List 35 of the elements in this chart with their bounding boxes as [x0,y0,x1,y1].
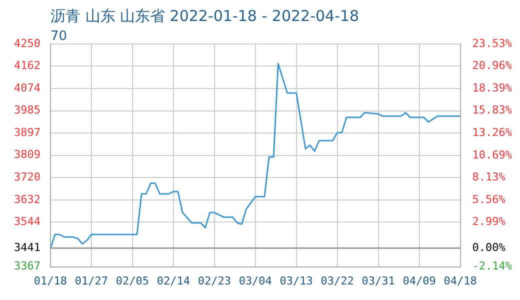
y2-tick-label: 15.83% [472,104,512,117]
x-tick-label: 03/31 [362,274,395,288]
y-tick-label: 4250 [14,36,40,50]
y2-tick-label: 23.53% [472,36,512,50]
x-tick-label: 02/14 [156,274,190,288]
y-tick-label: 3632 [14,192,40,206]
y2-tick-label: -2.14% [472,260,512,273]
y2-tick-label: 18.39% [472,81,512,94]
chart-title: 沥青 山东 山东省 2022-01-18 - 2022-04-18 [50,7,360,25]
y-tick-label: 3544 [14,215,41,228]
y-tick-label: 3809 [14,148,40,162]
x-tick-label: 01/27 [74,274,108,288]
y2-tick-label: 5.56% [472,192,506,206]
y2-tick-label: 0.00% [472,241,506,254]
y2-tick-label: 13.26% [472,126,512,139]
y2-tick-label: 10.69% [472,148,512,162]
y-tick-label: 3367 [14,260,40,273]
x-tick-label: 02/23 [198,274,231,288]
x-tick-label: 04/09 [402,274,436,288]
y-tick-label: 3441 [14,240,40,254]
chart-subtitle: 70 [50,29,68,44]
y2-tick-label: 8.13% [472,170,506,184]
y-tick-label: 4074 [14,81,41,94]
y-tick-label: 3985 [14,104,40,117]
x-tick-label: 03/13 [280,274,313,288]
x-tick-label: 04/18 [444,274,477,288]
x-tick-label: 03/04 [238,274,272,288]
y-tick-label: 3720 [14,170,40,184]
x-tick-label: 03/22 [320,274,354,288]
y-tick-label: 3897 [14,126,40,139]
y2-tick-label: 2.99% [472,215,506,228]
y-tick-label: 4162 [14,59,40,72]
x-tick-label: 01/18 [34,274,68,288]
y2-tick-label: 20.96% [472,59,512,72]
x-tick-label: 02/05 [116,274,150,288]
